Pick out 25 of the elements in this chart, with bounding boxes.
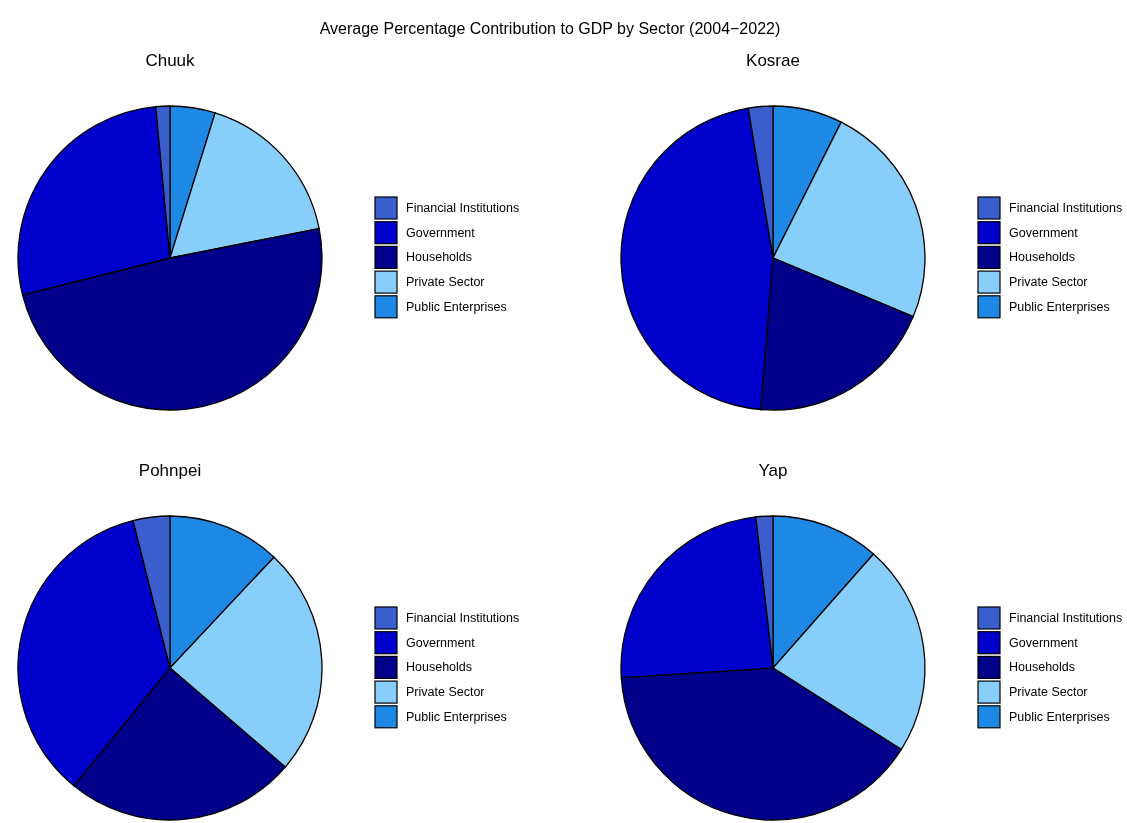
legend-label: Government: [406, 225, 476, 240]
legend-label: Financial Institutions: [406, 201, 520, 215]
legend-label: Households: [406, 250, 473, 265]
legend-label: Public Enterprises: [406, 709, 507, 724]
chart-title: Yap: [758, 461, 788, 480]
legend-label: Government: [1009, 635, 1079, 650]
legend-label: Private Sector: [406, 685, 485, 700]
legend-label: Public Enterprises: [406, 299, 507, 314]
text: Average Percentage Contribution to GDP by Sector (2004−2022): [319, 20, 781, 37]
legend-label: Government: [1009, 225, 1079, 240]
legend-label: Private Sector: [406, 275, 485, 290]
legend-label: Households: [406, 660, 473, 675]
chart-title: Chuuk: [145, 51, 196, 70]
legend-label: Financial Institutions: [406, 611, 520, 625]
legend-label: Private Sector: [1009, 275, 1088, 290]
chart-title: Kosrae: [746, 51, 800, 70]
legend-label: Government: [406, 635, 476, 650]
legend-label: Public Enterprises: [1009, 299, 1110, 314]
legend-label: Financial Institutions: [1009, 201, 1123, 215]
legend-label: Households: [1009, 660, 1076, 675]
chart-title: Pohnpei: [138, 461, 202, 480]
legend-label: Households: [1009, 250, 1076, 265]
legend-label: Financial Institutions: [1009, 611, 1123, 625]
legend-label: Public Enterprises: [1009, 709, 1110, 724]
legend-label: Private Sector: [1009, 685, 1088, 700]
